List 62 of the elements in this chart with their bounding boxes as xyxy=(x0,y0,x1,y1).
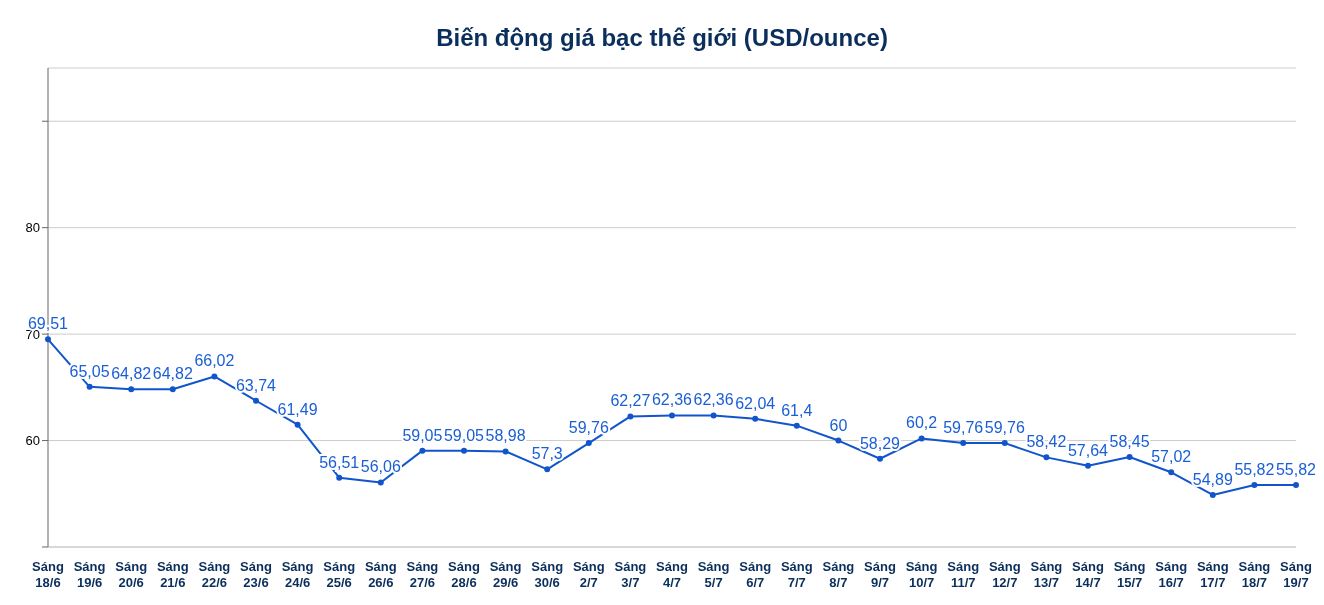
x-tick-label: Sáng 22/6 xyxy=(198,559,231,590)
y-tick-label: 60 xyxy=(25,433,40,449)
x-tick-label: Sáng 6/7 xyxy=(739,559,772,590)
x-tick-label: Sáng 15/7 xyxy=(1113,559,1146,590)
x-tick-label: Sáng 18/6 xyxy=(32,559,64,590)
data-label: 66,02 xyxy=(194,352,235,370)
data-label: 62,27 xyxy=(610,392,651,410)
data-label: 59,76 xyxy=(943,419,984,437)
data-label: 59,05 xyxy=(443,426,485,444)
data-label: 62,36 xyxy=(651,391,693,409)
x-tick-label: Sáng 11/7 xyxy=(947,559,980,590)
data-label: 58,42 xyxy=(1026,433,1067,451)
x-tick-label: Sáng 9/7 xyxy=(864,559,896,590)
y-tick-label: 80 xyxy=(25,220,40,236)
x-tick-label: Sáng 29/6 xyxy=(489,559,522,590)
data-label: 58,45 xyxy=(1109,433,1150,451)
x-tick-label: Sáng 21/6 xyxy=(156,559,189,590)
x-tick-label: Sáng 28/6 xyxy=(448,559,480,590)
data-label: 58,29 xyxy=(859,434,901,452)
data-label: 55,82 xyxy=(1234,461,1275,479)
x-tick-label: Sáng 14/7 xyxy=(1072,559,1104,590)
x-tick-label: Sáng 23/6 xyxy=(240,559,272,590)
x-tick-label: Sáng 3/7 xyxy=(614,559,647,590)
x-tick-label: Sáng 26/6 xyxy=(364,559,397,590)
x-tick-label: Sáng 18/7 xyxy=(1238,559,1271,590)
data-label: 64,82 xyxy=(152,365,193,383)
data-label: 61,4 xyxy=(781,401,813,419)
x-tick-label: Sáng 24/6 xyxy=(281,559,314,590)
x-tick-label: Sáng 20/6 xyxy=(115,559,148,590)
x-tick-label: Sáng 2/7 xyxy=(572,559,605,590)
x-tick-label: Sáng 7/7 xyxy=(780,559,813,590)
x-tick-label: Sáng 17/7 xyxy=(1196,559,1229,590)
x-tick-label: Sáng 5/7 xyxy=(697,559,730,590)
data-label: 60,2 xyxy=(906,414,938,432)
data-label: 59,05 xyxy=(402,426,443,444)
data-label: 57,64 xyxy=(1067,441,1109,459)
data-label: 54,89 xyxy=(1192,470,1233,488)
data-label: 62,04 xyxy=(735,394,776,412)
x-tick-label: Sáng 10/7 xyxy=(905,559,938,590)
x-tick-label: Sáng 16/7 xyxy=(1155,559,1188,590)
data-label: 58,98 xyxy=(485,427,526,445)
data-label: 63,74 xyxy=(235,376,277,394)
data-label: 59,76 xyxy=(568,419,609,437)
x-tick-label: Sáng 19/7 xyxy=(1280,559,1312,590)
x-tick-label: Sáng 8/7 xyxy=(822,559,855,590)
chart-title: Biến động giá bạc thế giới (USD/ounce) xyxy=(435,24,889,52)
x-tick-label: Sáng 19/6 xyxy=(73,559,106,590)
data-label: 57,02 xyxy=(1151,448,1192,466)
x-tick-label: Sáng 27/6 xyxy=(406,559,439,590)
x-tick-label: Sáng 4/7 xyxy=(656,559,688,590)
data-label: 61,49 xyxy=(277,400,318,418)
x-tick-label: Sáng 13/7 xyxy=(1030,559,1063,590)
data-label: 60 xyxy=(829,416,848,434)
data-label: 59,76 xyxy=(984,419,1025,437)
data-label: 57,3 xyxy=(531,445,563,463)
data-label: 62,36 xyxy=(693,391,734,409)
x-tick-label: Sáng 25/6 xyxy=(323,559,356,590)
x-tick-label: Sáng 30/6 xyxy=(531,559,564,590)
data-label: 64,82 xyxy=(111,365,152,383)
x-tick-label: Sáng 12/7 xyxy=(988,559,1021,590)
data-label: 56,06 xyxy=(360,458,401,476)
data-label: 55,82 xyxy=(1275,461,1317,479)
